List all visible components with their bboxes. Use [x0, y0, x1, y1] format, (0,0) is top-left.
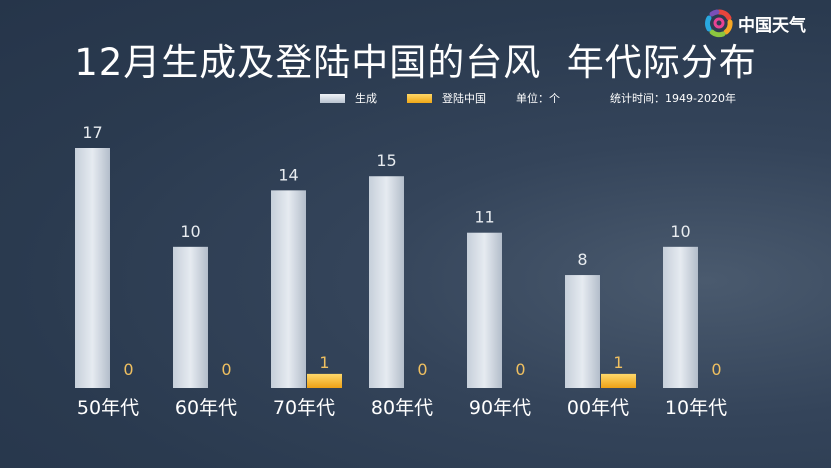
value-label-landfall: 0 [417, 360, 427, 379]
bar-generated [663, 246, 698, 388]
value-label-generated: 8 [577, 250, 587, 269]
value-label-landfall: 0 [711, 360, 721, 379]
bar-generated [75, 148, 110, 388]
bar-generated [173, 246, 208, 388]
category-label: 70年代 [273, 397, 335, 419]
value-label-generated: 10 [670, 222, 690, 241]
value-label-generated: 10 [180, 222, 200, 241]
category-label: 90年代 [469, 397, 531, 419]
bar-generated [565, 275, 600, 388]
bar-generated [369, 176, 404, 388]
category-label: 10年代 [665, 397, 727, 419]
logo: 中国天气 [704, 8, 806, 38]
bar-landfall [307, 373, 342, 388]
value-label-landfall: 0 [515, 360, 525, 379]
legend-swatch-landfall [407, 93, 432, 103]
bar-generated [271, 190, 306, 388]
period-note: 统计时间：1949-2020年 [610, 92, 736, 105]
value-label-generated: 11 [474, 208, 494, 227]
category-label: 00年代 [567, 397, 629, 419]
category-label: 50年代 [77, 397, 139, 419]
legend-label-generated: 生成 [355, 92, 377, 105]
value-label-landfall: 1 [319, 353, 329, 372]
value-label-landfall: 1 [613, 353, 623, 372]
legend: 生成 登陆中国 单位：个 统计时间：1949-2020年 [320, 90, 736, 106]
value-label-landfall: 0 [123, 360, 133, 379]
logo-text: 中国天气 [738, 15, 806, 36]
logo-pinwheel-icon [705, 9, 733, 38]
category-label: 80年代 [371, 397, 433, 419]
bar-generated [467, 232, 502, 388]
value-label-generated: 15 [376, 151, 396, 170]
value-label-generated: 14 [278, 165, 298, 184]
value-label-generated: 17 [82, 123, 102, 142]
legend-label-landfall: 登陆中国 [442, 92, 486, 105]
bar-landfall [601, 373, 636, 388]
unit-note: 单位：个 [516, 92, 560, 105]
chart-title: 12月生成及登陆中国的台风 年代际分布 [74, 41, 757, 84]
category-label: 60年代 [175, 397, 237, 419]
legend-swatch-generated [320, 93, 345, 103]
value-label-landfall: 0 [221, 360, 231, 379]
